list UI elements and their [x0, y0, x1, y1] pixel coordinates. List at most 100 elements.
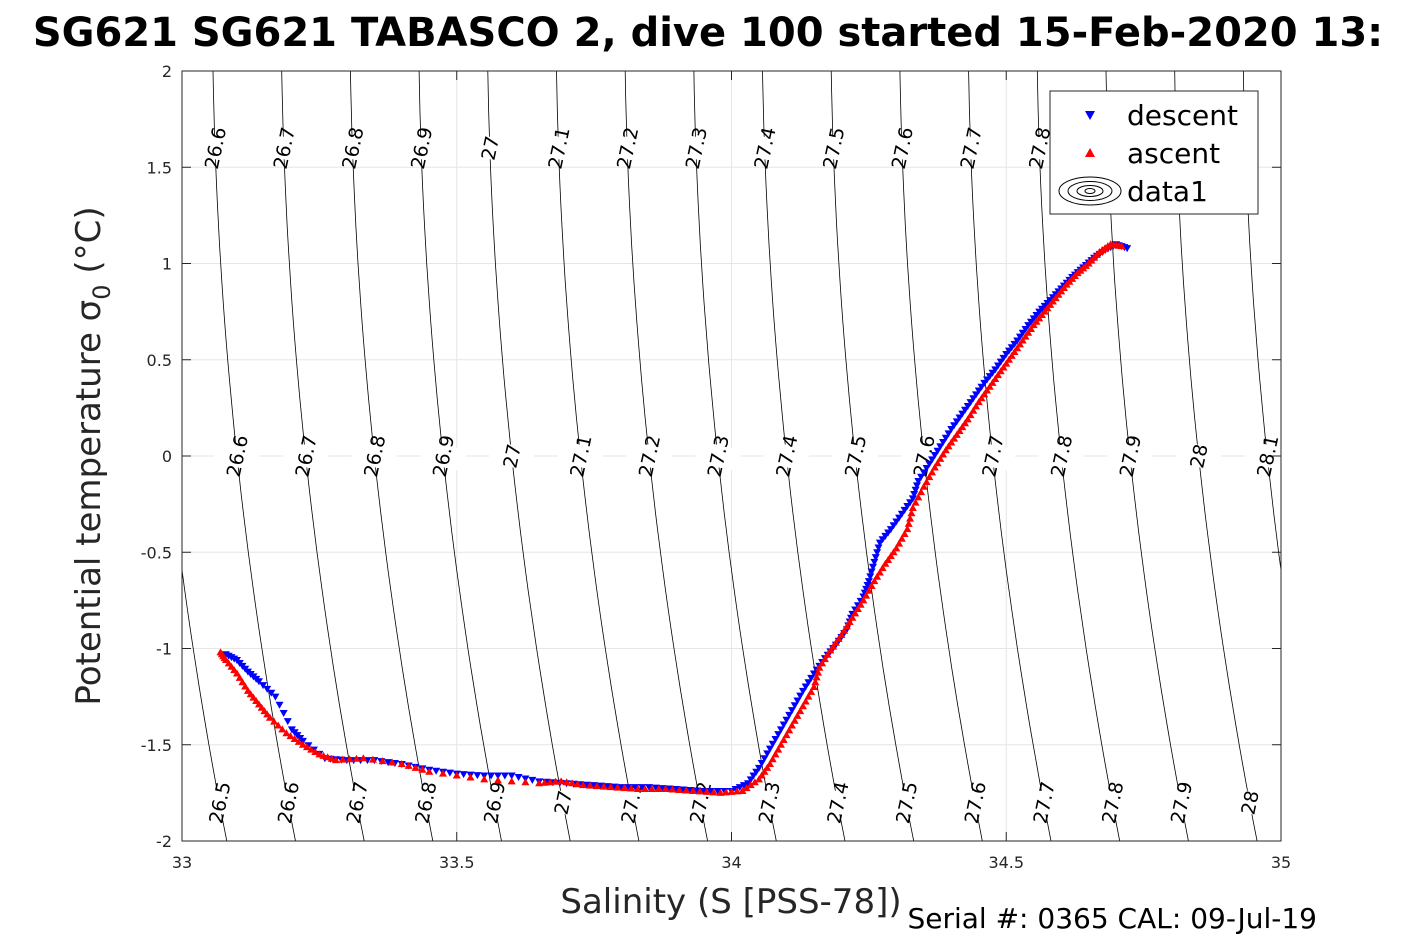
descent-point: [768, 740, 777, 748]
ascent-point: [661, 785, 670, 793]
ascent-point: [782, 731, 791, 739]
descent-point: [903, 503, 912, 511]
chart-title: SG621 SG621 TABASCO 2, dive 100 started …: [33, 10, 1383, 56]
descent-point: [922, 465, 931, 473]
contour-label-bg: [813, 787, 862, 818]
contour-label-bg: [534, 132, 583, 164]
descent-point: [487, 772, 496, 780]
ascent-point: [754, 775, 763, 783]
ascent-point: [716, 788, 725, 796]
x-tick-label: 33: [172, 853, 192, 872]
descent-point: [1018, 329, 1027, 337]
descent-point: [785, 711, 794, 719]
y-tick-label: 0.5: [147, 351, 172, 370]
ascent-point: [842, 622, 851, 630]
ascent-point: [750, 778, 759, 786]
descent-point: [972, 391, 981, 399]
contour-label-bg: [487, 440, 536, 472]
ascent-point: [675, 785, 684, 793]
ascent-point: [397, 760, 406, 767]
descent-point: [868, 563, 877, 571]
descent-point: [1015, 333, 1024, 341]
contour-label-bg: [1019, 787, 1068, 818]
ascent-point: [907, 509, 916, 517]
contour-label-bg: [1037, 440, 1086, 472]
contour-label-bg: [350, 440, 399, 472]
ascent-point: [840, 626, 849, 634]
ascent-point: [689, 786, 698, 794]
descent-point: [763, 750, 772, 758]
descent-point: [493, 772, 502, 780]
ascent-point: [278, 725, 287, 733]
y-tick-label: -0.5: [141, 543, 172, 562]
ascent-point: [452, 771, 461, 779]
descent-point: [925, 460, 934, 468]
ascent-point: [727, 787, 736, 795]
descent-point: [267, 689, 276, 697]
ascent-point: [864, 586, 873, 594]
contour-label-bg: [328, 132, 377, 164]
ascent-point: [870, 577, 879, 585]
ascent-point: [738, 786, 747, 794]
descent-point: [941, 434, 950, 442]
x-tick-label: 34.5: [988, 853, 1024, 872]
ascent-point: [722, 788, 731, 796]
contour-label-bg: [1088, 787, 1137, 818]
y-axis-label-unit: (°C): [69, 206, 109, 284]
x-axis-ticks: 33 33.5 34 34.5 35: [172, 71, 1291, 872]
contour-label-bg: [831, 440, 879, 472]
ascent-point: [647, 785, 656, 793]
y-tick-label: -1.5: [141, 736, 172, 755]
descent-point: [798, 687, 807, 695]
ascent-point: [507, 777, 516, 785]
descent-point: [1024, 322, 1033, 330]
y-tick-label: -2: [156, 832, 172, 851]
ascent-point: [307, 745, 316, 753]
descent-point: [779, 721, 788, 729]
ascent-point: [315, 750, 324, 758]
ascent-point: [359, 754, 368, 762]
contour-label-bg: [264, 787, 312, 818]
ascent-point: [972, 402, 981, 410]
ascent-point: [466, 773, 475, 781]
contour-label-bg: [745, 787, 793, 818]
contour-label-bg: [951, 787, 999, 818]
ascent-point: [862, 591, 871, 599]
ascent-point: [439, 769, 448, 777]
descent-point: [259, 682, 268, 690]
ascent-point: [790, 716, 799, 724]
descent-point: [933, 447, 942, 455]
descent-point: [638, 784, 647, 792]
ascent-point: [823, 650, 832, 658]
contour-label-bg: [1174, 440, 1223, 472]
descent-point: [950, 422, 959, 430]
contour-label: 27: [478, 134, 505, 162]
ascent-point: [875, 568, 884, 576]
contour-label-bg: [332, 787, 381, 818]
contour-label-bg: [191, 132, 239, 164]
contour-label-bg: [762, 440, 811, 472]
isopycnal-line: [182, 567, 228, 841]
ascent-point: [352, 754, 361, 762]
ascent-point: [311, 747, 320, 755]
ascent-point: [709, 788, 718, 796]
contour-label: 27: [551, 789, 578, 817]
ascent-point: [859, 596, 868, 604]
ascent-point: [540, 778, 549, 786]
contour-label-bg: [603, 132, 651, 164]
y-tick-label: 1.5: [147, 158, 172, 177]
ascent-point: [878, 564, 887, 572]
descent-point: [874, 544, 883, 552]
legend-box: [1049, 90, 1259, 215]
descent-point: [774, 731, 783, 739]
legend-descent-marker: [1085, 111, 1095, 120]
descent-point: [500, 772, 509, 780]
descent-point: [947, 426, 956, 434]
ascent-point: [378, 757, 387, 765]
descent-point: [980, 379, 989, 387]
descent-point: [528, 776, 537, 784]
descent-point: [867, 568, 876, 576]
descent-point: [952, 418, 961, 426]
contour-label-bg: [213, 440, 261, 472]
ascent-point: [895, 539, 904, 547]
